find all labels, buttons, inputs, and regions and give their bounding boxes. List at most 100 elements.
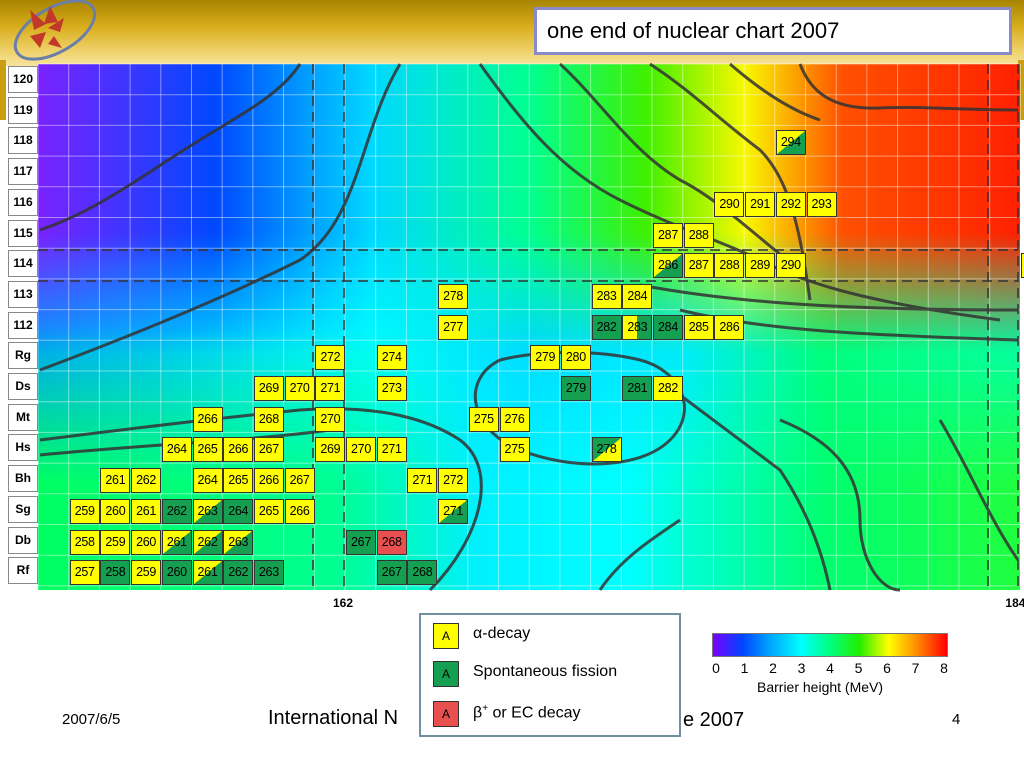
cell-label: 282 bbox=[658, 381, 678, 395]
contour-line bbox=[598, 518, 681, 591]
nuclide-cell: 288 bbox=[683, 222, 714, 248]
legend-sf-label: Spontaneous fission bbox=[473, 663, 618, 680]
nuclide-cell: 259 bbox=[131, 560, 162, 586]
cell-label: 288 bbox=[688, 227, 709, 242]
nuclide-cell: 281 bbox=[622, 376, 653, 401]
nuclide-cell: 278 bbox=[591, 437, 622, 463]
colorbar-tick: 0 bbox=[712, 660, 720, 676]
cell-label: 266 bbox=[228, 442, 249, 457]
cell-label: 294 bbox=[780, 135, 801, 150]
cell-label: 283 bbox=[596, 288, 617, 303]
nuclide-cell: 275 bbox=[499, 437, 530, 463]
nuclide-cell: 271 bbox=[407, 468, 438, 494]
cell-label: 277 bbox=[443, 319, 464, 334]
cell-label: 287 bbox=[658, 227, 678, 242]
nuclide-cell: 276 bbox=[499, 406, 530, 432]
x-tick-label: 162 bbox=[333, 596, 354, 610]
cell-label: 258 bbox=[105, 565, 126, 580]
nuclide-cell: 283 bbox=[622, 314, 653, 340]
contour-line bbox=[779, 418, 901, 592]
nuclide-cell: 270 bbox=[284, 376, 315, 401]
nuclide-cell: 269 bbox=[253, 376, 284, 401]
cell-label: 273 bbox=[381, 381, 402, 395]
cell-label: 268 bbox=[381, 534, 402, 549]
nuclide-cell: 262 bbox=[161, 498, 192, 524]
colorbar-tick: 5 bbox=[854, 660, 863, 676]
nuclide-cell: 279 bbox=[530, 345, 561, 371]
nuclide-cell: 268 bbox=[253, 406, 284, 432]
cell-label: 271 bbox=[412, 473, 433, 488]
cell-label: 259 bbox=[136, 565, 157, 580]
contour-line bbox=[39, 407, 483, 592]
cell-label: 282 bbox=[596, 319, 617, 334]
cell-label: 272 bbox=[443, 473, 464, 488]
nuclide-cell: 285 bbox=[683, 314, 714, 340]
cell-label: 264 bbox=[228, 503, 249, 518]
nuclide-cell: 286 bbox=[714, 314, 745, 340]
nuclide-cell: 262 bbox=[223, 560, 254, 586]
nuclide-cell: 260 bbox=[131, 529, 162, 555]
nuclide-cell: 257 bbox=[69, 560, 100, 586]
row-label: 117 bbox=[8, 158, 38, 186]
nuclide-cell: 267 bbox=[253, 437, 284, 463]
nuclide-cell: 282 bbox=[653, 376, 683, 401]
nuclide-cell: 288 bbox=[714, 253, 745, 279]
nuclide-cell: SHE bbox=[1021, 253, 1024, 279]
right-accent bbox=[1018, 60, 1024, 120]
row-label: 114 bbox=[8, 250, 38, 278]
contour-line bbox=[729, 62, 821, 122]
decay-legend: A α-decay A Spontaneous fission A β+ or … bbox=[419, 613, 681, 737]
nuclide-cell: 263 bbox=[223, 529, 254, 555]
cell-label: 267 bbox=[258, 442, 279, 457]
row-label: 112 bbox=[8, 311, 38, 339]
nuclide-cell: 267 bbox=[376, 560, 407, 586]
nuclide-cell: 261 bbox=[100, 468, 131, 494]
footer-page: 4 bbox=[952, 711, 961, 728]
nuclide-cell: 292 bbox=[775, 191, 806, 217]
row-label: 116 bbox=[8, 188, 38, 216]
cell-label: 257 bbox=[74, 565, 95, 580]
nuclide-cell: 261 bbox=[131, 498, 162, 524]
nuclide-cell: 260 bbox=[100, 498, 131, 524]
cell-label: 272 bbox=[320, 350, 341, 365]
left-accent bbox=[0, 60, 6, 120]
colorbar-label: Barrier height (MeV) bbox=[757, 679, 884, 695]
legend-alpha-label: α-decay bbox=[473, 625, 530, 643]
beta-text: or EC decay bbox=[488, 704, 581, 722]
cell-label: 268 bbox=[258, 411, 279, 426]
cell-label: 261 bbox=[105, 473, 126, 488]
cell-label: 270 bbox=[351, 442, 371, 457]
row-label: Sg bbox=[8, 495, 38, 523]
x-tick-label: 184 bbox=[1005, 596, 1024, 610]
nuclide-cell: 267 bbox=[284, 468, 315, 494]
contour-line bbox=[639, 283, 1019, 312]
nuclide-cell: 261 bbox=[192, 560, 223, 586]
nuclide-cell: 258 bbox=[69, 529, 100, 555]
row-label: 119 bbox=[8, 96, 38, 124]
cell-label: 265 bbox=[258, 503, 279, 518]
nuclide-cell: 263 bbox=[192, 498, 223, 524]
nuclide-cell: 282 bbox=[591, 314, 622, 340]
nuclide-cell: 275 bbox=[468, 406, 499, 432]
cell-label: 279 bbox=[565, 381, 586, 395]
legend-beta-label: β+ or EC decay bbox=[473, 703, 581, 722]
row-label: Hs bbox=[8, 434, 38, 462]
nuclide-cell: 274 bbox=[376, 345, 407, 371]
nuclide-cell: 265 bbox=[253, 498, 284, 524]
cell-label: 279 bbox=[535, 350, 556, 365]
nuclide-cell: 291 bbox=[745, 191, 776, 217]
contour-line bbox=[39, 63, 402, 372]
row-label: 118 bbox=[8, 127, 38, 155]
contour-line bbox=[659, 378, 832, 591]
colorbar-tick: 3 bbox=[797, 660, 806, 676]
nuclide-cell: 286 bbox=[653, 253, 683, 279]
row-label: Mt bbox=[8, 403, 38, 431]
cell-label: 278 bbox=[596, 442, 617, 457]
row-label: 113 bbox=[8, 280, 38, 308]
nuclide-cell: 271 bbox=[376, 437, 407, 463]
cell-label: 261 bbox=[197, 565, 218, 580]
nuclide-cell: 277 bbox=[438, 314, 469, 340]
nuclide-cell: 272 bbox=[438, 468, 469, 494]
cell-label: 262 bbox=[228, 565, 249, 580]
nuclide-cell: 270 bbox=[346, 437, 376, 463]
